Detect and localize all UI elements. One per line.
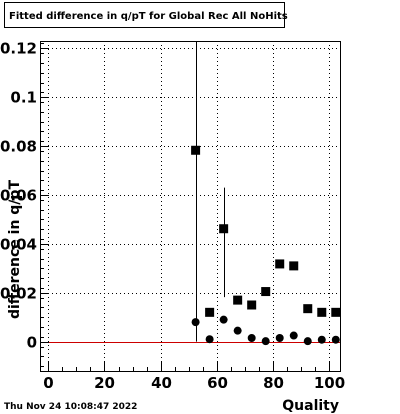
circle-marker <box>219 315 228 324</box>
square-marker <box>261 287 271 297</box>
error-bars <box>196 41 225 342</box>
circle-marker <box>275 334 284 342</box>
circle-marker <box>289 331 298 340</box>
square-marker <box>331 307 341 317</box>
square-marker <box>219 224 229 234</box>
date-stamp: Thu Nov 24 10:08:47 2022 <box>4 402 137 412</box>
square-marker <box>191 145 201 155</box>
square-marker <box>275 259 285 269</box>
circle-marker <box>317 335 326 344</box>
square-marker <box>205 307 215 317</box>
x-tick-labels: 0 20 40 60 80 100 <box>43 374 345 392</box>
square-marker <box>289 261 299 271</box>
x-tick-label: 20 <box>94 374 115 392</box>
square-marker <box>317 307 327 317</box>
x-tick-label: 100 <box>314 374 345 392</box>
circle-marker <box>331 335 340 344</box>
circle-marker <box>303 337 312 346</box>
y-tick-labels: 0 0.02 0.04 0.06 0.08 0.1 0.12 <box>0 40 37 352</box>
circle-marker <box>191 318 200 327</box>
y-tick-label: 0.02 <box>0 285 37 303</box>
data-markers <box>191 145 341 346</box>
y-tick-label: 0.04 <box>0 236 37 254</box>
y-tick-label: 0 <box>27 334 37 352</box>
y-tick-label: 0.1 <box>10 89 37 107</box>
x-tick-label: 40 <box>151 374 172 392</box>
axis-ticks <box>40 43 330 371</box>
x-tick-label: 80 <box>263 374 284 392</box>
title-box: Fitted difference in q/pT for Global Rec… <box>4 2 288 28</box>
square-marker <box>303 304 313 314</box>
chart-title: Fitted difference in q/pT for Global Rec… <box>9 11 288 22</box>
x-tick-label: 0 <box>43 374 53 392</box>
square-marker <box>233 295 243 305</box>
plot-frame <box>40 41 341 372</box>
x-axis-title: Quality <box>282 398 339 414</box>
y-tick-label: 0.08 <box>0 138 37 156</box>
circle-marker <box>205 335 214 344</box>
y-tick-label: 0.06 <box>0 187 37 205</box>
y-axis-title: difference in q/pT <box>7 180 23 319</box>
circle-marker <box>247 334 256 342</box>
title-frame <box>4 2 285 28</box>
square-marker <box>247 300 257 310</box>
y-tick-label: 0.12 <box>0 40 37 58</box>
x-tick-label: 60 <box>207 374 228 392</box>
circle-marker <box>261 337 270 346</box>
circle-marker <box>233 326 242 335</box>
